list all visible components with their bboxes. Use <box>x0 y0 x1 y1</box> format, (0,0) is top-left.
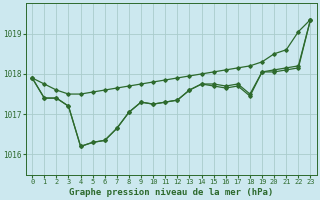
X-axis label: Graphe pression niveau de la mer (hPa): Graphe pression niveau de la mer (hPa) <box>69 188 274 197</box>
